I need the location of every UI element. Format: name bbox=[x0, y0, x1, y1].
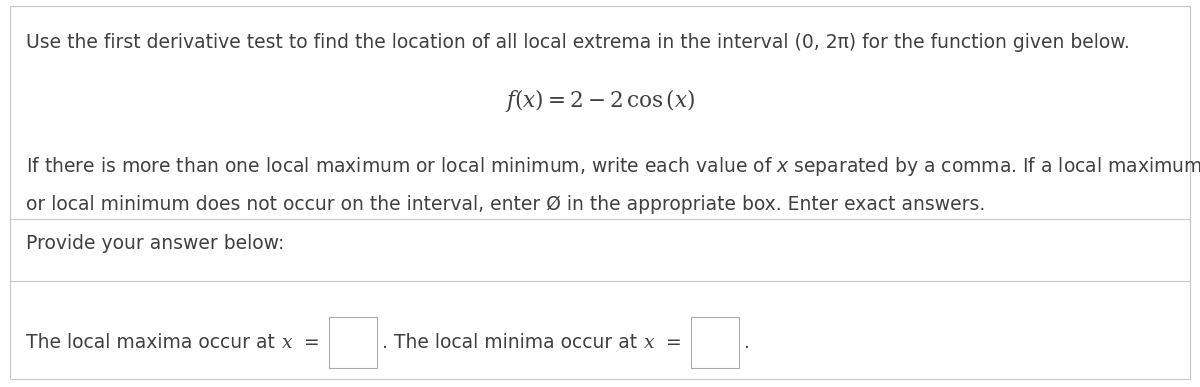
Text: $f(x) = 2 - 2\,\mathrm{cos}\,(x)$: $f(x) = 2 - 2\,\mathrm{cos}\,(x)$ bbox=[505, 87, 695, 114]
Text: $x$: $x$ bbox=[643, 333, 655, 352]
Text: .: . bbox=[744, 333, 750, 352]
Text: . The local minima occur at: . The local minima occur at bbox=[382, 333, 643, 352]
Text: Use the first derivative test to find the location of all local extrema in the i: Use the first derivative test to find th… bbox=[26, 33, 1130, 52]
Text: =: = bbox=[298, 333, 325, 352]
Text: The local maxima occur at: The local maxima occur at bbox=[26, 333, 281, 352]
Text: Provide your answer below:: Provide your answer below: bbox=[26, 234, 284, 253]
FancyBboxPatch shape bbox=[10, 6, 1190, 379]
FancyBboxPatch shape bbox=[329, 317, 377, 368]
Text: $x$: $x$ bbox=[281, 333, 293, 352]
FancyBboxPatch shape bbox=[691, 317, 739, 368]
Text: or local minimum does not occur on the interval, enter Ø in the appropriate box.: or local minimum does not occur on the i… bbox=[26, 195, 985, 214]
Text: =: = bbox=[660, 333, 688, 352]
Text: If there is more than one local maximum or local minimum, write each value of $x: If there is more than one local maximum … bbox=[26, 155, 1200, 178]
